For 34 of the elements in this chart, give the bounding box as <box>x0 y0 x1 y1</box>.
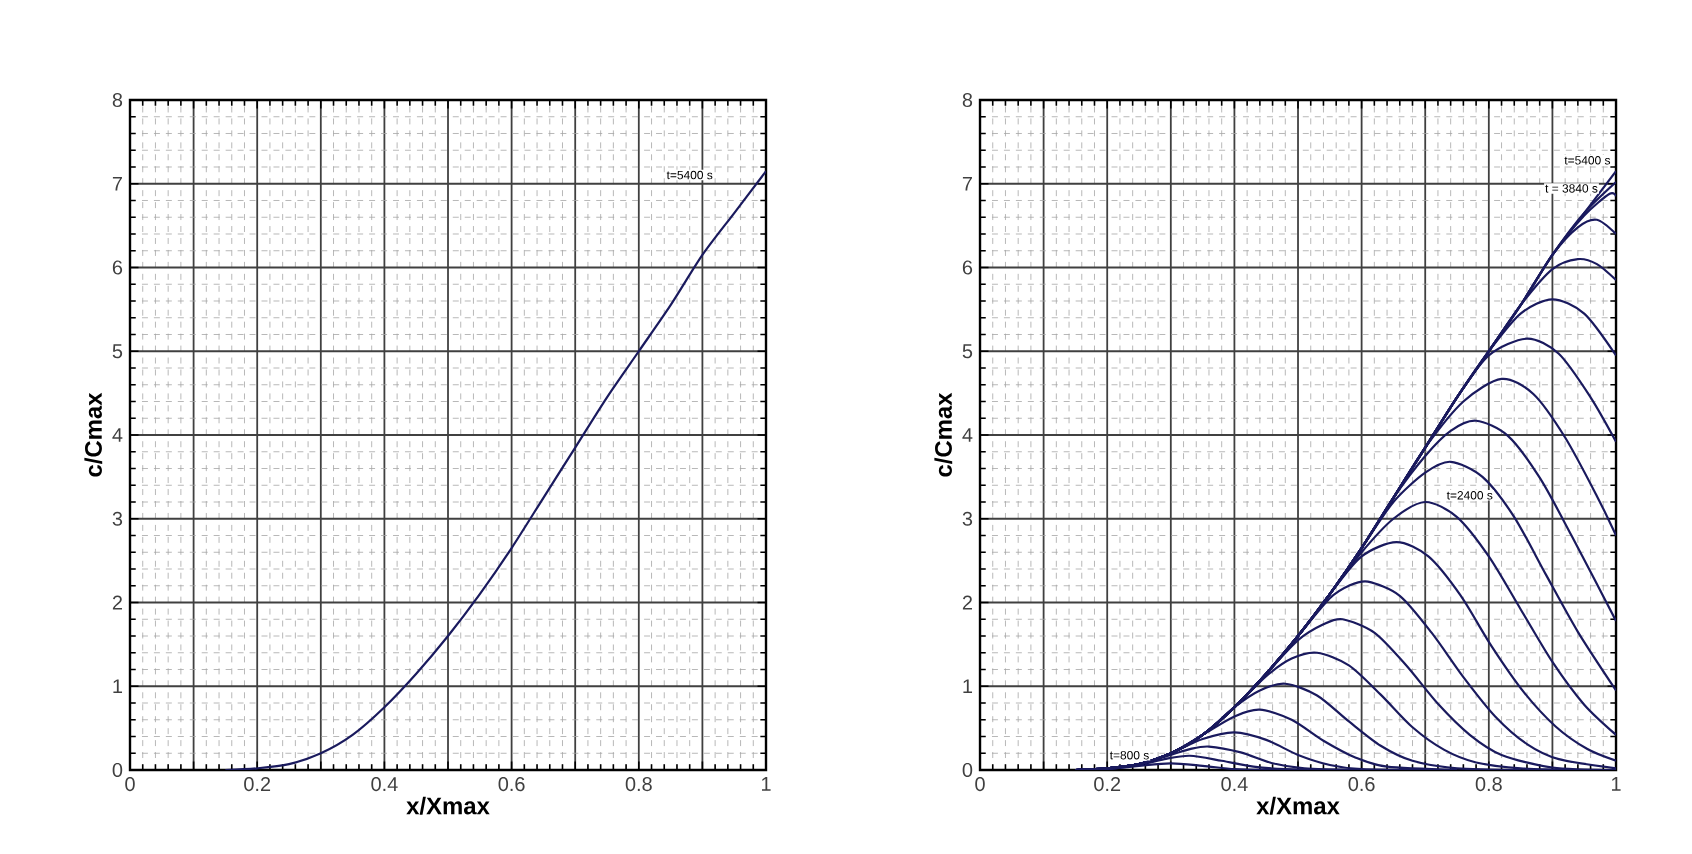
x-tick-label: 0.2 <box>244 777 271 792</box>
x-tick-label: 0.4 <box>1221 777 1248 792</box>
y-tick-label: 3 <box>962 511 973 526</box>
y-tick-label: 8 <box>962 92 973 108</box>
y-tick-label: 6 <box>962 260 973 275</box>
x-tick-label: 1 <box>762 777 771 791</box>
x-tick-label: 0.6 <box>1348 777 1375 792</box>
x-tick-label: 0.6 <box>498 777 525 792</box>
x-tick-label: 1 <box>1612 777 1621 791</box>
y-tick-label: 5 <box>962 344 973 359</box>
y-tick-label: 1 <box>113 679 122 694</box>
x-axis-title: x/Xmax <box>406 796 490 815</box>
x-tick-label: 0 <box>125 777 135 792</box>
y-tick-label: 5 <box>112 344 123 359</box>
y-tick-label: 7 <box>962 176 972 191</box>
x-tick-label: 0.8 <box>625 777 652 792</box>
y-tick-label: 7 <box>112 176 122 191</box>
y-tick-label: 6 <box>112 260 123 275</box>
y-tick-label: 2 <box>962 595 972 610</box>
y-tick-label: 0 <box>112 762 123 778</box>
y-tick-label: 8 <box>112 92 123 108</box>
y-tick-label: 2 <box>112 595 122 610</box>
x-axis-title: x/Xmax <box>1256 796 1340 815</box>
x-tick-label: 0.2 <box>1094 777 1121 792</box>
y-axis-title: c/Cmax <box>934 392 953 477</box>
y-tick-label: 0 <box>962 762 973 778</box>
y-tick-label: 4 <box>112 428 123 442</box>
y-tick-label: 4 <box>962 428 973 442</box>
x-tick-label: 0.4 <box>371 777 398 792</box>
y-tick-label: 3 <box>112 511 123 526</box>
x-tick-label: 0.8 <box>1475 777 1502 792</box>
y-axis-title: c/Cmax <box>84 392 103 477</box>
y-tick-label: 1 <box>963 679 973 694</box>
x-tick-label: 0 <box>975 777 985 792</box>
